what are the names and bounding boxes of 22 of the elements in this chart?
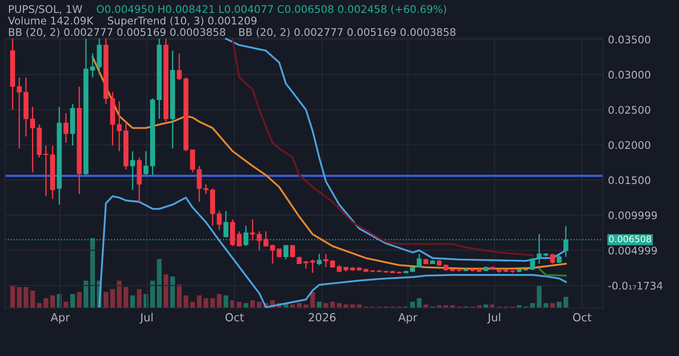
y-tick-label: 0.004999	[608, 246, 657, 254]
x-tick-label: Jul	[140, 312, 153, 324]
y-tick-label: 0.03500	[608, 36, 650, 44]
text: BB (20, 2) 0.002777 0.005169 0.0003858	[239, 28, 456, 38]
chart-title: PUPS/SOL, 1W	[9, 5, 82, 14]
y-tick-label: 0.01500	[608, 176, 650, 184]
x-tick-label: Apr	[50, 313, 70, 324]
x-tick-label: Apr	[398, 313, 418, 324]
x-tick-label: Oct	[226, 313, 244, 322]
x-tick-label: Jul	[487, 312, 500, 324]
y-tick-label: 0.02500	[608, 106, 650, 114]
x-tick-label: Oct	[573, 313, 592, 322]
text: SuperTrend (10, 3) 0.001209	[108, 16, 256, 27]
text: BB (20, 2) 0.002777 0.005169 0.0003858	[9, 28, 226, 38]
y-tick-label: 0.009999	[608, 211, 657, 220]
text: Volume 142.09K	[8, 16, 94, 25]
x-tick-label: 2026	[308, 313, 336, 322]
y-tick-label: -0.0₁₇1734	[608, 282, 662, 290]
y-tick-label: 0.03000	[608, 70, 650, 79]
text: O0.004950 H0.008421 L0.004077 C0.006508 0.002458 (+60.69%)	[96, 4, 446, 14]
ref-line-label: 0.006508	[609, 236, 652, 242]
y-tick-label: 0.02000	[608, 141, 650, 149]
